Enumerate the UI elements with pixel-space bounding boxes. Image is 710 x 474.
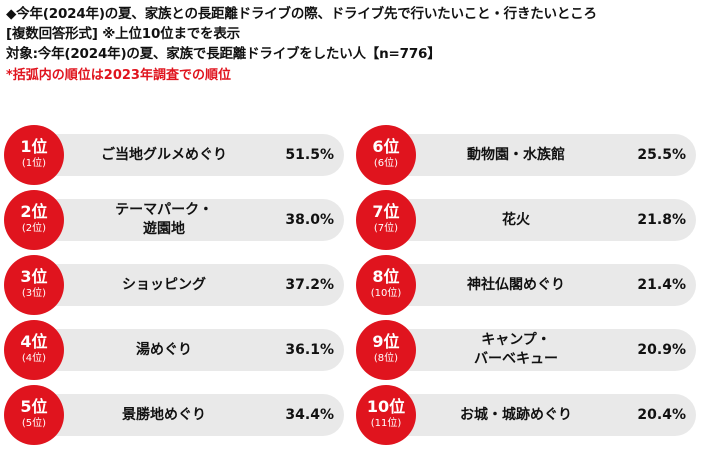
ranking-column-left: 1位 (1位) ご当地グルメめぐり 51.5% 2位 (2位) テーマパーク・ … xyxy=(4,125,344,450)
item-label: ご当地グルメめぐり xyxy=(101,146,227,163)
ranking-row: 5位 (5位) 景勝地めぐり 34.4% xyxy=(4,385,344,445)
ranking-column-right: 6位 (6位) 動物園・水族館 25.5% 7位 (7位) 花火 21.8% 8… xyxy=(356,125,696,450)
ranking-row: 1位 (1位) ご当地グルメめぐり 51.5% xyxy=(4,125,344,185)
previous-rank: (4位) xyxy=(21,353,47,364)
rank-badge: 1位 (1位) xyxy=(4,125,64,185)
rank-badge: 8位 (10位) xyxy=(356,255,416,315)
previous-rank: (3位) xyxy=(21,288,47,299)
ranking-row: 9位 (8位) キャンプ・ バーベキュー 20.9% xyxy=(356,320,696,380)
item-label: テーマパーク・ 遊園地 xyxy=(115,202,213,237)
previous-rank: (2位) xyxy=(21,223,47,234)
rank-badge: 2位 (2位) xyxy=(4,190,64,250)
item-label: お城・城跡めぐり xyxy=(460,406,572,423)
ranking-row: 6位 (6位) 動物園・水族館 25.5% xyxy=(356,125,696,185)
ranking-row: 3位 (3位) ショッピング 37.2% xyxy=(4,255,344,315)
percentage: 21.8% xyxy=(637,212,686,228)
percentage: 38.0% xyxy=(285,212,334,228)
rank-badge: 3位 (3位) xyxy=(4,255,64,315)
rank-label: 8位 xyxy=(372,267,400,286)
header: ◆今年(2024年)の夏、家族との長距離ドライブの際、ドライブ先で行いたいこと・… xyxy=(6,4,706,86)
rank-label: 3位 xyxy=(20,267,48,286)
previous-rank: (1位) xyxy=(21,158,47,169)
row-bar xyxy=(30,394,344,436)
row-bar xyxy=(382,134,696,176)
survey-title: ◆今年(2024年)の夏、家族との長距離ドライブの際、ドライブ先で行いたいこと・… xyxy=(6,6,597,22)
row-bar xyxy=(382,199,696,241)
rank-label: 9位 xyxy=(372,332,400,351)
item-label: 神社仏閣めぐり xyxy=(467,276,565,293)
row-bar xyxy=(30,264,344,306)
rank-label: 10位 xyxy=(366,397,406,416)
item-label: 景勝地めぐり xyxy=(122,406,206,423)
ranking-row: 4位 (4位) 湯めぐり 36.1% xyxy=(4,320,344,380)
rank-label: 5位 xyxy=(20,397,48,416)
item-label: キャンプ・ バーベキュー xyxy=(474,332,558,367)
row-bar xyxy=(30,329,344,371)
ranking-row: 2位 (2位) テーマパーク・ 遊園地 38.0% xyxy=(4,190,344,250)
percentage: 25.5% xyxy=(637,147,686,163)
row-bar xyxy=(382,264,696,306)
rank-badge: 4位 (4位) xyxy=(4,320,64,380)
percentage: 51.5% xyxy=(285,147,334,163)
ranking-row: 7位 (7位) 花火 21.8% xyxy=(356,190,696,250)
row-bar xyxy=(30,199,344,241)
previous-rank: (10位) xyxy=(370,288,402,299)
answer-format: [複数回答形式] ※上位10位までを表示 xyxy=(6,26,240,42)
percentage: 36.1% xyxy=(285,342,334,358)
rank-label: 7位 xyxy=(372,202,400,221)
previous-rank: (7位) xyxy=(373,223,399,234)
row-bar xyxy=(382,394,696,436)
rank-badge: 7位 (7位) xyxy=(356,190,416,250)
rank-label: 2位 xyxy=(20,202,48,221)
previous-rank: (6位) xyxy=(373,158,399,169)
percentage: 20.4% xyxy=(637,407,686,423)
item-label: 動物園・水族館 xyxy=(467,146,565,163)
previous-rank: (5位) xyxy=(21,418,47,429)
previous-rank: (11位) xyxy=(370,418,402,429)
rank-badge: 9位 (8位) xyxy=(356,320,416,380)
ranking-row: 8位 (10位) 神社仏閣めぐり 21.4% xyxy=(356,255,696,315)
previous-rank: (8位) xyxy=(373,353,399,364)
rank-label: 6位 xyxy=(372,137,400,156)
percentage: 21.4% xyxy=(637,277,686,293)
survey-target: 対象:今年(2024年)の夏、家族で長距離ドライブをしたい人【n=776】 xyxy=(6,46,441,62)
rank-badge: 10位 (11位) xyxy=(356,385,416,445)
percentage: 37.2% xyxy=(285,277,334,293)
item-label: ショッピング xyxy=(122,276,206,293)
row-bar xyxy=(30,134,344,176)
percentage: 20.9% xyxy=(637,342,686,358)
percentage: 34.4% xyxy=(285,407,334,423)
rank-badge: 5位 (5位) xyxy=(4,385,64,445)
rank-label: 1位 xyxy=(20,137,48,156)
row-bar xyxy=(382,329,696,371)
item-label: 花火 xyxy=(502,211,530,228)
ranking-note: *括弧内の順位は2023年調査での順位 xyxy=(6,68,231,83)
rank-badge: 6位 (6位) xyxy=(356,125,416,185)
rank-label: 4位 xyxy=(20,332,48,351)
item-label: 湯めぐり xyxy=(136,341,192,358)
ranking-row: 10位 (11位) お城・城跡めぐり 20.4% xyxy=(356,385,696,445)
